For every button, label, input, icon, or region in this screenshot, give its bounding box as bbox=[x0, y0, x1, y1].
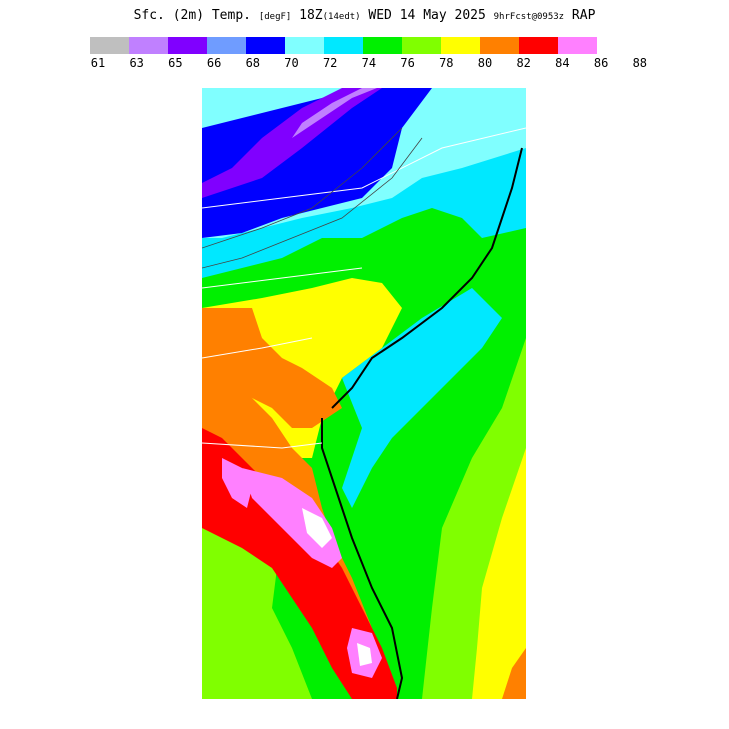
title-prefix: Sfc. (2m) Temp. bbox=[133, 8, 251, 23]
legend-tick-label: 86 bbox=[593, 56, 609, 70]
map-florida-white-1 bbox=[302, 508, 332, 548]
map-atlantic-orange bbox=[502, 648, 526, 699]
legend-tick-label: 61 bbox=[90, 56, 106, 70]
map-coastline bbox=[331, 147, 523, 409]
map-florida-white-2 bbox=[357, 643, 372, 666]
legend-tick-label: 65 bbox=[168, 56, 183, 70]
title-time-note: (14edt) bbox=[322, 12, 361, 22]
map-florida-red bbox=[202, 428, 397, 699]
legend-swatch bbox=[519, 37, 558, 54]
legend-swatch bbox=[207, 37, 246, 54]
legend-tick-label: 88 bbox=[632, 56, 648, 70]
title-time: 18Z bbox=[299, 8, 323, 23]
legend-tick-label: 82 bbox=[516, 56, 531, 70]
title-model: RAP bbox=[571, 8, 596, 23]
map-contour-lines bbox=[202, 127, 423, 269]
legend-swatch bbox=[246, 37, 285, 54]
legend-tick-label: 70 bbox=[284, 56, 299, 70]
legend-swatch bbox=[558, 37, 597, 54]
chart-title: Sfc. (2m) Temp. [degF] 18Z(14edt) WED 14… bbox=[0, 8, 729, 23]
map-florida-magenta-1 bbox=[222, 458, 252, 508]
legend-tick-label: 76 bbox=[400, 56, 415, 70]
legend-tick-label: 80 bbox=[477, 56, 493, 70]
color-legend bbox=[90, 37, 597, 54]
legend-swatch bbox=[324, 37, 363, 54]
legend-tick-label: 63 bbox=[129, 56, 144, 70]
map-florida-coast bbox=[321, 418, 404, 699]
map-north-purple bbox=[202, 88, 382, 198]
temperature-map bbox=[202, 88, 526, 699]
map-ne-lightcyan bbox=[492, 88, 526, 138]
legend-swatch bbox=[363, 37, 402, 54]
legend-tick-label: 74 bbox=[361, 56, 377, 70]
legend-tick-label: 84 bbox=[555, 56, 570, 70]
legend-swatch bbox=[402, 37, 441, 54]
legend-swatch bbox=[168, 37, 207, 54]
legend-swatch bbox=[90, 37, 129, 54]
title-date: WED 14 May 2025 bbox=[368, 8, 486, 23]
legend-tick-label: 78 bbox=[439, 56, 454, 70]
legend-swatch bbox=[285, 37, 324, 54]
map-state-lines bbox=[202, 127, 526, 449]
map-coast-cyan bbox=[342, 288, 502, 508]
legend-swatch bbox=[480, 37, 519, 54]
legend-swatch bbox=[441, 37, 480, 54]
map-atlantic-yellow bbox=[472, 448, 526, 699]
legend-tick-label: 68 bbox=[245, 56, 261, 70]
legend-tick-label: 72 bbox=[322, 56, 338, 70]
title-unit: [degF] bbox=[258, 12, 292, 22]
legend-swatch bbox=[129, 37, 168, 54]
legend-tick-label: 66 bbox=[206, 56, 222, 70]
map-inland-orange bbox=[202, 308, 342, 428]
title-forecast: 9hrFcst@0953z bbox=[493, 12, 565, 22]
